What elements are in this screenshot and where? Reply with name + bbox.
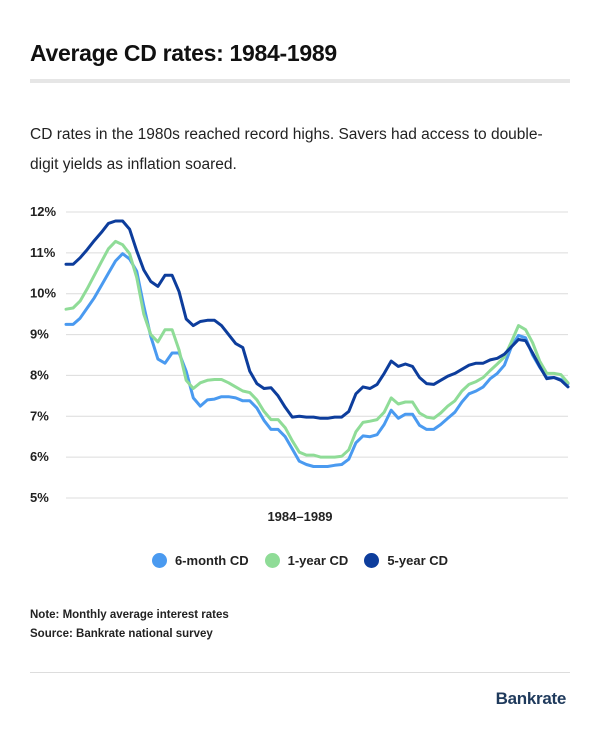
- legend-swatch-6-month: [151, 553, 167, 568]
- legend-item-1-year: 1-year CD: [264, 553, 349, 568]
- x-axis-label: 1984–1989: [267, 509, 332, 524]
- chart-legend: 6-month CD 1-year CD 5-year CD: [0, 553, 600, 568]
- y-tick-label-7: 7%: [30, 408, 49, 423]
- y-tick-label-5: 5%: [30, 490, 49, 505]
- brand-logo: Bankrate: [495, 689, 567, 708]
- y-tick-label-11: 11%: [30, 245, 56, 260]
- source-text: Source: Bankrate national survey: [30, 628, 213, 640]
- chart-notes: Note: Monthly average interest rates Sou…: [30, 606, 229, 644]
- title-divider: [30, 79, 570, 83]
- series-line-2: [64, 219, 570, 420]
- y-axis-ticks: 5% 6% 7% 8% 9% 10% 11% 12%: [30, 204, 56, 505]
- legend-item-6-month: 6-month CD: [151, 553, 249, 568]
- y-tick-label-12: 12%: [30, 204, 56, 219]
- page-title: Average CD rates: 1984-1989: [30, 40, 337, 66]
- footer-divider: [30, 672, 570, 673]
- chart-subtitle: CD rates in the 1980s reached record hig…: [30, 126, 543, 173]
- y-tick-label-10: 10%: [30, 286, 56, 301]
- line-chart: 5% 6% 7% 8% 9% 10% 11% 12% 1984–1989: [30, 204, 570, 524]
- series-line-1: [64, 239, 570, 459]
- legend-label-5-year: 5-year CD: [387, 553, 449, 568]
- y-tick-label-9: 9%: [30, 327, 49, 342]
- legend-label-1-year: 1-year CD: [287, 553, 349, 568]
- legend-swatch-1-year: [264, 553, 280, 568]
- note-text: Note: Monthly average interest rates: [30, 609, 229, 621]
- legend-item-5-year: 5-year CD: [364, 553, 448, 568]
- legend-swatch-5-year: [364, 553, 380, 568]
- y-tick-label-6: 6%: [30, 449, 49, 464]
- y-tick-label-8: 8%: [30, 367, 49, 382]
- series-lines: [64, 219, 570, 468]
- legend-label-6-month: 6-month CD: [174, 553, 249, 568]
